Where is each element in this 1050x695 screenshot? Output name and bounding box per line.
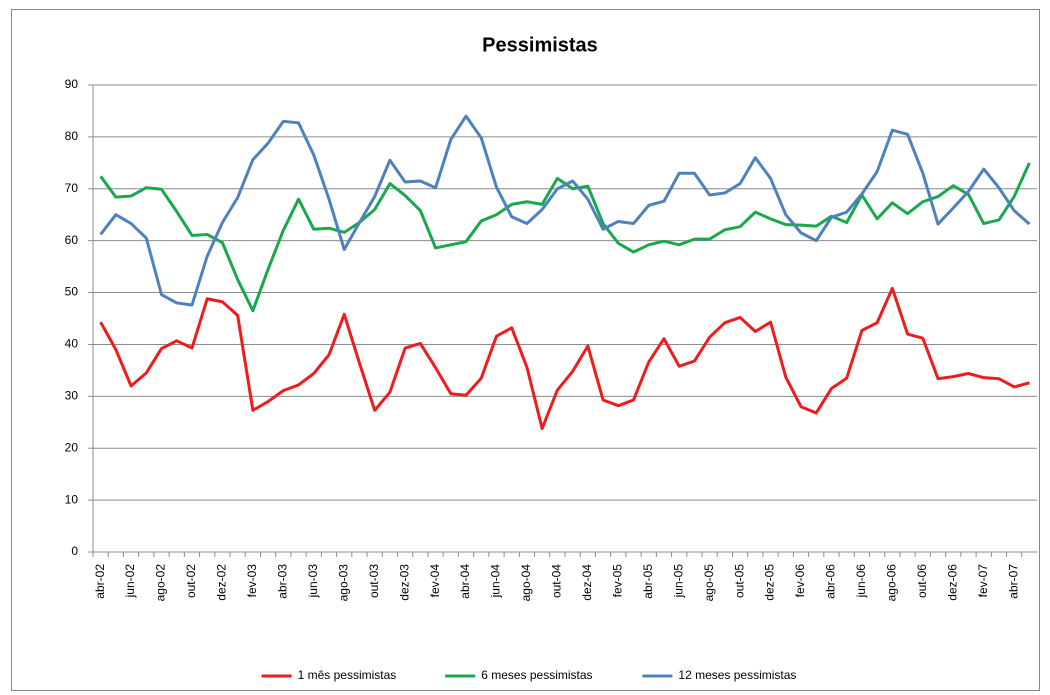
x-tick-label: dez-06 <box>945 564 959 601</box>
x-tick-label: dez-04 <box>580 564 594 601</box>
y-tick-label: 10 <box>65 492 79 506</box>
y-tick-label: 60 <box>65 233 79 247</box>
x-tick-label: abr-06 <box>824 564 838 599</box>
x-tick-label: jun-03 <box>306 564 320 599</box>
x-tick-label: ago-04 <box>519 564 533 602</box>
series-line <box>99 286 1030 430</box>
x-tick-label: out-06 <box>915 564 929 598</box>
x-tick-label: fev-03 <box>245 564 259 598</box>
legend-label: 1 mês pessimistas <box>298 668 397 682</box>
legend-label: 12 meses pessimistas <box>678 668 796 682</box>
x-tick-label: ago-03 <box>336 564 350 602</box>
x-tick-label: out-04 <box>550 564 564 598</box>
x-tick-label: abr-03 <box>275 564 289 599</box>
x-tick-label: jun-02 <box>123 564 137 599</box>
x-tick-label: dez-05 <box>763 564 777 601</box>
x-tick-label: jun-06 <box>854 564 868 599</box>
x-tick-label: dez-03 <box>397 564 411 601</box>
x-tick-label: abr-05 <box>641 564 655 599</box>
y-tick-label: 40 <box>65 337 79 351</box>
chart-title: Pessimistas <box>482 34 598 56</box>
x-tick-label: jun-04 <box>489 564 503 599</box>
x-tick-label: out-02 <box>184 564 198 598</box>
x-tick-label: ago-06 <box>885 564 899 602</box>
y-tick-label: 70 <box>65 181 79 195</box>
x-tick-label: abr-04 <box>458 564 472 599</box>
y-tick-label: 80 <box>65 129 79 143</box>
x-tick-label: fev-06 <box>793 564 807 598</box>
legend-label: 6 meses pessimistas <box>481 668 592 682</box>
chart-frame <box>11 9 1040 691</box>
x-tick-label: abr-02 <box>93 564 107 599</box>
y-tick-label: 20 <box>65 440 79 454</box>
x-tick-label: fev-07 <box>976 564 990 598</box>
y-tick-label: 90 <box>65 77 79 91</box>
y-tick-label: 30 <box>65 389 79 403</box>
series-line <box>99 114 1031 307</box>
x-tick-label: ago-05 <box>702 564 716 602</box>
x-tick-label: out-03 <box>367 564 381 598</box>
x-tick-label: fev-04 <box>428 564 442 598</box>
x-tick-label: dez-02 <box>215 564 229 601</box>
x-tick-label: fev-05 <box>610 564 624 598</box>
x-tick-label: ago-02 <box>154 564 168 602</box>
x-tick-label: abr-07 <box>1006 564 1020 599</box>
x-tick-label: out-05 <box>732 564 746 598</box>
y-tick-label: 50 <box>65 285 79 299</box>
x-tick-label: jun-05 <box>671 564 685 599</box>
y-tick-label: 0 <box>71 544 78 558</box>
